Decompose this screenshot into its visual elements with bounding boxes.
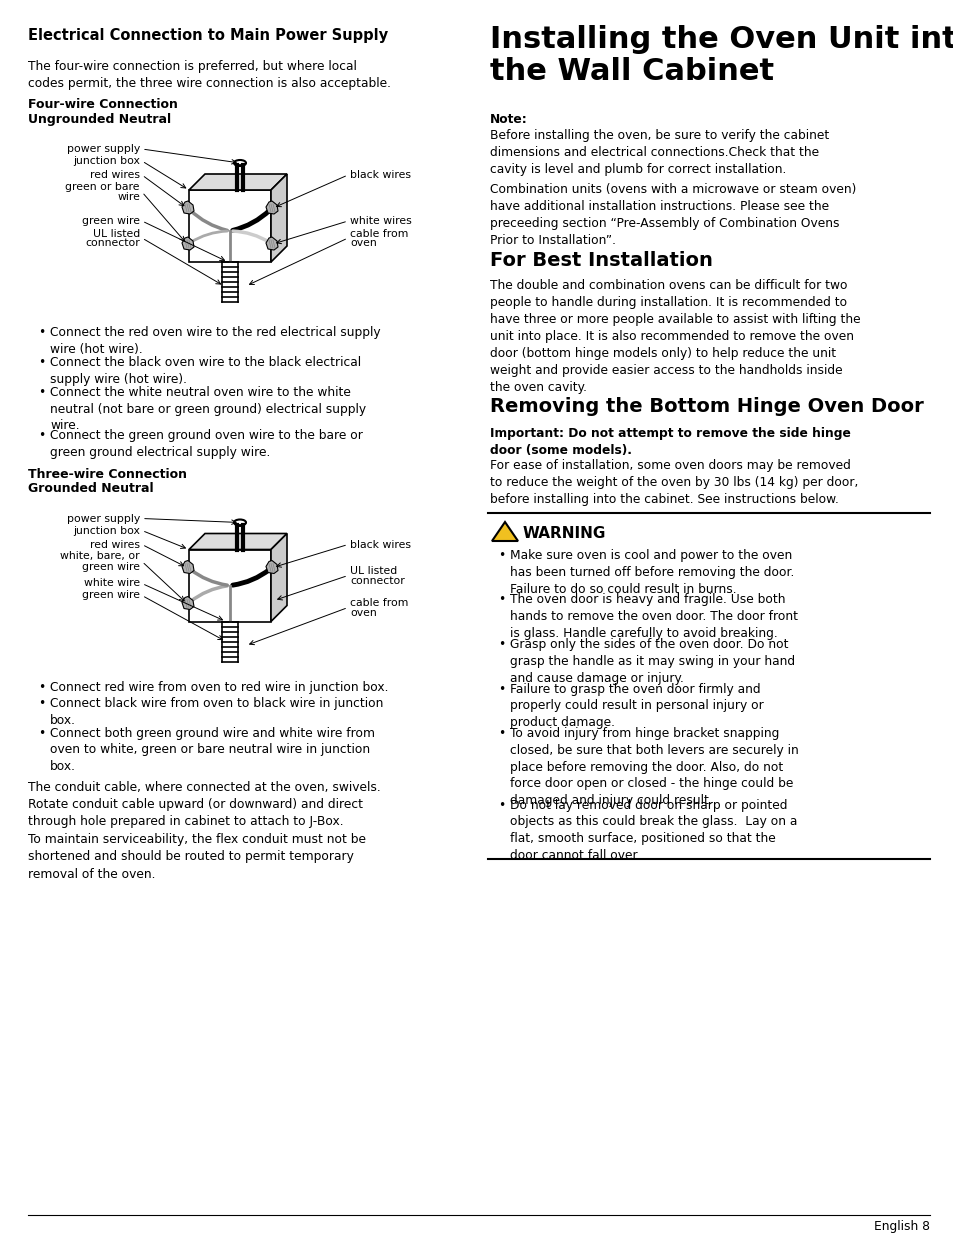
Text: cable from: cable from xyxy=(350,228,408,240)
Text: Do not lay removed door on sharp or pointed
objects as this could break the glas: Do not lay removed door on sharp or poin… xyxy=(510,799,797,862)
Text: Connect the red oven wire to the red electrical supply
wire (hot wire).: Connect the red oven wire to the red ele… xyxy=(50,326,380,356)
Text: Connect black wire from oven to black wire in junction
box.: Connect black wire from oven to black wi… xyxy=(50,697,383,726)
Text: •: • xyxy=(497,799,505,811)
Polygon shape xyxy=(182,561,193,573)
Text: oven: oven xyxy=(350,608,376,618)
Text: Connect the green ground oven wire to the bare or
green ground electrical supply: Connect the green ground oven wire to th… xyxy=(50,430,362,459)
Text: For ease of installation, some oven doors may be removed
to reduce the weight of: For ease of installation, some oven door… xyxy=(490,459,858,506)
Text: !: ! xyxy=(501,529,507,541)
Text: black wires: black wires xyxy=(350,170,411,180)
Text: junction box: junction box xyxy=(73,156,140,165)
Polygon shape xyxy=(266,561,277,573)
Polygon shape xyxy=(492,522,517,541)
Text: The oven door is heavy and fragile. Use both
hands to remove the oven door. The : The oven door is heavy and fragile. Use … xyxy=(510,594,797,640)
Text: •: • xyxy=(38,727,45,740)
Text: WARNING: WARNING xyxy=(522,526,606,541)
Text: Three-wire Connection: Three-wire Connection xyxy=(28,468,187,480)
Polygon shape xyxy=(266,201,277,214)
Text: connector: connector xyxy=(85,238,140,248)
Text: Connect red wire from oven to red wire in junction box.: Connect red wire from oven to red wire i… xyxy=(50,680,388,694)
Polygon shape xyxy=(266,237,277,249)
Text: Grasp only the sides of the oven door. Do not
grasp the handle as it may swing i: Grasp only the sides of the oven door. D… xyxy=(510,638,794,684)
Text: Failure to grasp the oven door firmly and
properly could result in personal inju: Failure to grasp the oven door firmly an… xyxy=(510,683,763,729)
Text: Before installing the oven, be sure to verify the cabinet
dimensions and electri: Before installing the oven, be sure to v… xyxy=(490,128,828,177)
Polygon shape xyxy=(189,174,287,190)
Text: The conduit cable, where connected at the oven, swivels.
Rotate conduit cable up: The conduit cable, where connected at th… xyxy=(28,781,380,829)
Text: white wires: white wires xyxy=(350,216,412,226)
Text: Installing the Oven Unit into
the Wall Cabinet: Installing the Oven Unit into the Wall C… xyxy=(490,25,953,86)
Text: •: • xyxy=(38,326,45,338)
Text: •: • xyxy=(38,356,45,369)
Text: •: • xyxy=(497,727,505,740)
Text: The four-wire connection is preferred, but where local
codes permit, the three w: The four-wire connection is preferred, b… xyxy=(28,61,391,89)
Text: UL listed: UL listed xyxy=(350,566,396,576)
Text: For Best Installation: For Best Installation xyxy=(490,251,712,270)
Text: Important: Do not attempt to remove the side hinge
door (some models).: Important: Do not attempt to remove the … xyxy=(490,427,850,457)
Text: •: • xyxy=(497,594,505,606)
Text: green wire: green wire xyxy=(82,216,140,226)
Text: The double and combination ovens can be difficult for two
people to handle durin: The double and combination ovens can be … xyxy=(490,279,860,394)
Text: power supply: power supply xyxy=(67,514,140,524)
Text: junction box: junction box xyxy=(73,526,140,536)
Text: •: • xyxy=(497,550,505,562)
Text: Connect the black oven wire to the black electrical
supply wire (hot wire).: Connect the black oven wire to the black… xyxy=(50,356,361,385)
Text: •: • xyxy=(38,680,45,694)
Text: wire: wire xyxy=(117,191,140,203)
Text: red wires: red wires xyxy=(90,540,140,550)
Text: red wires: red wires xyxy=(90,170,140,180)
Text: connector: connector xyxy=(350,576,404,585)
Text: Connect the white neutral oven wire to the white
neutral (not bare or green grou: Connect the white neutral oven wire to t… xyxy=(50,387,366,432)
Text: Grounded Neutral: Grounded Neutral xyxy=(28,483,153,495)
Polygon shape xyxy=(182,201,193,214)
Text: UL listed: UL listed xyxy=(92,228,140,240)
Text: green wire: green wire xyxy=(82,562,140,572)
Polygon shape xyxy=(189,534,287,550)
Text: oven: oven xyxy=(350,238,376,248)
Polygon shape xyxy=(182,237,193,249)
Text: Ungrounded Neutral: Ungrounded Neutral xyxy=(28,112,171,126)
Polygon shape xyxy=(189,550,271,621)
Text: black wires: black wires xyxy=(350,540,411,550)
Text: power supply: power supply xyxy=(67,144,140,154)
Text: To maintain serviceability, the flex conduit must not be
shortened and should be: To maintain serviceability, the flex con… xyxy=(28,832,366,881)
Text: Note:: Note: xyxy=(490,112,527,126)
Text: green or bare: green or bare xyxy=(66,182,140,191)
Text: •: • xyxy=(497,683,505,695)
Text: English 8: English 8 xyxy=(873,1220,929,1233)
Polygon shape xyxy=(271,534,287,621)
Text: •: • xyxy=(38,697,45,710)
Text: •: • xyxy=(38,387,45,399)
Text: green wire: green wire xyxy=(82,590,140,600)
Text: To avoid injury from hinge bracket snapping
closed, be sure that both levers are: To avoid injury from hinge bracket snapp… xyxy=(510,727,798,808)
Text: •: • xyxy=(38,430,45,442)
Text: Removing the Bottom Hinge Oven Door: Removing the Bottom Hinge Oven Door xyxy=(490,396,923,416)
Text: white, bare, or: white, bare, or xyxy=(60,552,140,562)
Text: Electrical Connection to Main Power Supply: Electrical Connection to Main Power Supp… xyxy=(28,28,388,43)
Text: •: • xyxy=(497,638,505,651)
Text: cable from: cable from xyxy=(350,599,408,609)
Polygon shape xyxy=(182,597,193,610)
Polygon shape xyxy=(271,174,287,262)
Polygon shape xyxy=(189,190,271,262)
Text: Make sure oven is cool and power to the oven
has been turned off before removing: Make sure oven is cool and power to the … xyxy=(510,550,794,595)
Text: Combination units (ovens with a microwave or steam oven)
have additional install: Combination units (ovens with a microwav… xyxy=(490,183,856,247)
Text: white wire: white wire xyxy=(84,578,140,589)
Text: Four-wire Connection: Four-wire Connection xyxy=(28,98,177,111)
Text: Connect both green ground wire and white wire from
oven to white, green or bare : Connect both green ground wire and white… xyxy=(50,727,375,773)
